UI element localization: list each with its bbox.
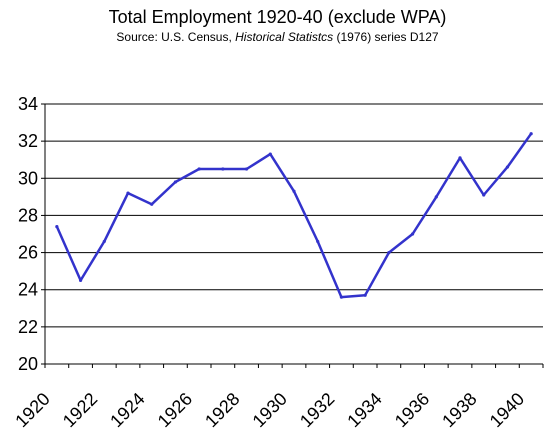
x-tick-label: 1930: [249, 389, 291, 431]
data-point: [292, 189, 296, 193]
data-point: [410, 232, 415, 236]
x-tick-label: 1928: [201, 389, 243, 431]
y-tick-label: 26: [18, 243, 38, 263]
data-point: [529, 132, 533, 136]
data-point: [78, 278, 83, 283]
x-tick-label: 1934: [343, 389, 385, 431]
x-tick-label: 1932: [296, 389, 338, 431]
data-point: [482, 193, 486, 197]
data-point: [458, 156, 462, 160]
data-point: [102, 239, 106, 244]
data-point: [434, 195, 438, 199]
y-tick-label: 28: [18, 205, 38, 225]
plot-frame: [41, 103, 544, 368]
data-point: [339, 295, 344, 299]
x-tick-label: 1926: [154, 389, 196, 431]
subtitle-prefix: Source: U.S. Census,: [116, 30, 236, 44]
data-point: [363, 293, 367, 297]
y-axis-labels: 20 22 24 26 28 30 32 34: [18, 94, 38, 374]
x-tick-label: 1936: [391, 389, 433, 431]
data-point: [387, 250, 391, 255]
chart-title: Total Employment 1920-40 (exclude WPA): [108, 7, 447, 27]
x-tick-label: 1940: [486, 389, 528, 431]
x-tick-label: 1938: [438, 389, 480, 431]
subtitle-italic-title: Historical Statistcs: [235, 30, 334, 44]
gridlines: [45, 103, 543, 365]
subtitle-suffix: (1976) series D127: [333, 30, 439, 44]
x-tick-label: 1920: [11, 389, 53, 431]
data-point: [244, 167, 249, 171]
y-tick-label: 22: [18, 317, 38, 337]
series-layer: [55, 132, 533, 299]
data-point: [316, 239, 320, 244]
x-tick-label: 1922: [59, 389, 101, 431]
data-point: [126, 191, 130, 195]
y-tick-label: 20: [18, 354, 38, 374]
data-point: [221, 167, 225, 171]
y-tick-label: 34: [18, 94, 38, 114]
y-tick-label: 24: [18, 280, 38, 300]
data-point: [197, 167, 201, 171]
chart-subtitle: Source: U.S. Census, Historical Statistc…: [0, 30, 555, 45]
x-tick-label: 1924: [106, 389, 148, 431]
y-tick-label: 30: [18, 168, 38, 188]
x-axis-labels: 1920 1922 1924 1926 1928 1930 1932 1934 1936 1938…: [11, 389, 528, 431]
data-point: [268, 152, 272, 156]
y-tick-label: 32: [18, 131, 38, 151]
data-point: [173, 180, 178, 184]
data-point: [150, 202, 154, 206]
data-point: [505, 165, 510, 169]
data-point: [55, 224, 59, 229]
